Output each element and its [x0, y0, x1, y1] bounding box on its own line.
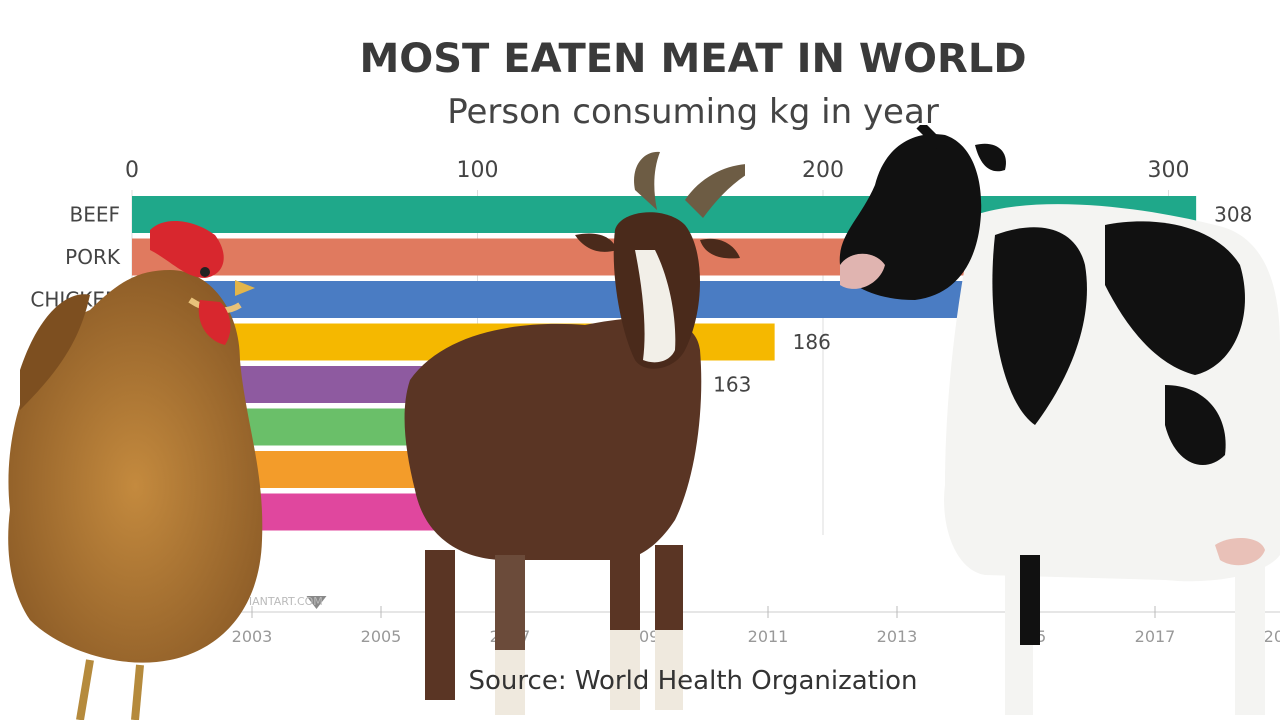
x-tick-label: 200	[802, 158, 844, 183]
cow-image	[839, 125, 1280, 715]
x-tick-label: 0	[125, 158, 139, 183]
timeline-year-label: 2005	[361, 627, 402, 646]
timeline-year-label: 2013	[877, 627, 918, 646]
value-label: 186	[793, 330, 831, 354]
goat-image	[404, 151, 745, 715]
category-label: PORK	[65, 245, 121, 269]
x-tick-label: 300	[1148, 158, 1190, 183]
chart-subtitle: Person consuming kg in year	[447, 92, 939, 132]
timeline-year-label: 2017	[1135, 627, 1176, 646]
value-label: 308	[1214, 203, 1252, 227]
axis-ticks: 0 100 200 300	[125, 158, 1190, 183]
source-note: Source: World Health Organization	[468, 666, 918, 696]
timeline-year-label: 2019	[1264, 627, 1280, 646]
timeline-marker	[306, 596, 327, 609]
value-label: 163	[713, 373, 751, 397]
x-tick-label: 100	[457, 158, 499, 183]
category-label: BEEF	[70, 203, 121, 227]
timeline-year-label: 2003	[232, 627, 273, 646]
timeline-year-label: 2011	[748, 627, 789, 646]
chart-title: MOST EATEN MEAT IN WORLD	[359, 36, 1027, 82]
chicken-image	[8, 220, 263, 720]
value-labels: 308 186 163	[713, 203, 1252, 397]
